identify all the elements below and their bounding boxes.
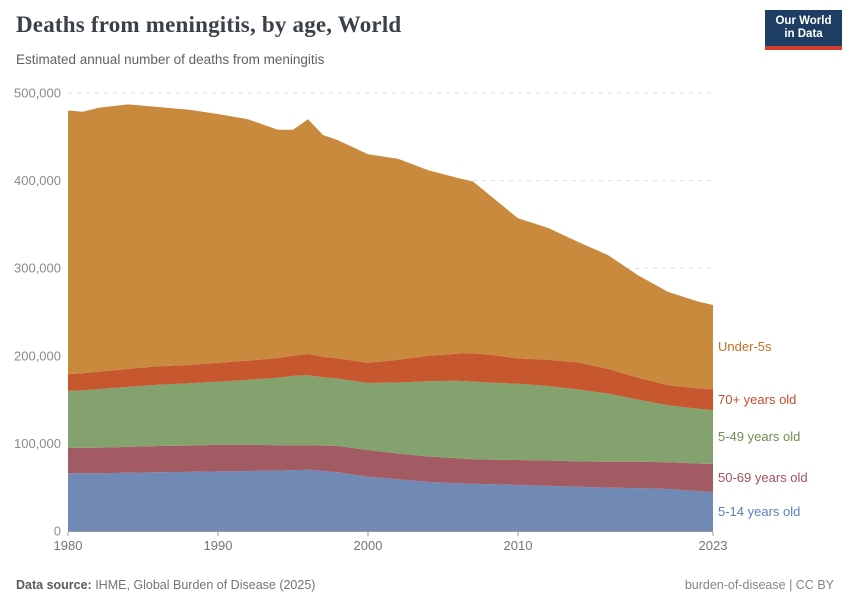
license-link[interactable]: CC BY	[795, 578, 834, 592]
y-tick-label: 0	[54, 524, 61, 539]
y-tick-label: 400,000	[14, 173, 61, 188]
owid-logo-line1: Our World	[775, 14, 832, 27]
y-tick-label: 100,000	[14, 436, 61, 451]
chart-footer: Data source: IHME, Global Burden of Dise…	[0, 578, 850, 592]
chart-subtitle: Estimated annual number of deaths from m…	[16, 52, 325, 67]
page-title: Deaths from meningitis, by age, World	[16, 12, 402, 37]
owid-logo[interactable]: Our World in Data	[765, 10, 842, 50]
x-tick-label: 1980	[54, 538, 83, 553]
y-tick-label: 200,000	[14, 348, 61, 363]
chart-slug: burden-of-disease	[684, 578, 786, 592]
area-band-70-years-old[interactable]	[68, 353, 713, 411]
legend-label-50-69-years-old[interactable]: 50-69 years old	[718, 470, 808, 485]
area-band-5-14-years-old[interactable]	[68, 469, 713, 531]
x-tick-label: 2023	[699, 538, 728, 553]
x-tick-label: 2010	[504, 538, 533, 553]
area-band-50-69-years-old[interactable]	[68, 444, 713, 492]
data-source: Data source: IHME, Global Burden of Dise…	[16, 578, 315, 592]
legend-label-5-14-years-old[interactable]: 5-14 years old	[718, 503, 801, 519]
legend-label-70-years-old[interactable]: 70+ years old	[718, 391, 797, 407]
data-source-value[interactable]: IHME, Global Burden of Disease (2025)	[91, 578, 316, 592]
x-tick-label: 2000	[354, 538, 383, 553]
attribution: burden-of-disease | CC BY	[685, 578, 834, 592]
y-tick-label: 300,000	[14, 261, 61, 276]
area-band-under-5s[interactable]	[68, 104, 713, 390]
legend-label-5-49-years-old[interactable]: 5-49 years old	[718, 429, 801, 445]
area-band-5-49-years-old[interactable]	[68, 375, 713, 464]
data-source-label: Data source:	[16, 578, 92, 592]
legend-label-under-5s[interactable]: Under-5s	[718, 339, 772, 355]
attribution-divider: |	[785, 578, 796, 592]
owid-logo-line2: in Data	[784, 28, 823, 40]
x-tick-label: 1990	[204, 538, 233, 553]
y-tick-label: 500,000	[14, 86, 61, 101]
